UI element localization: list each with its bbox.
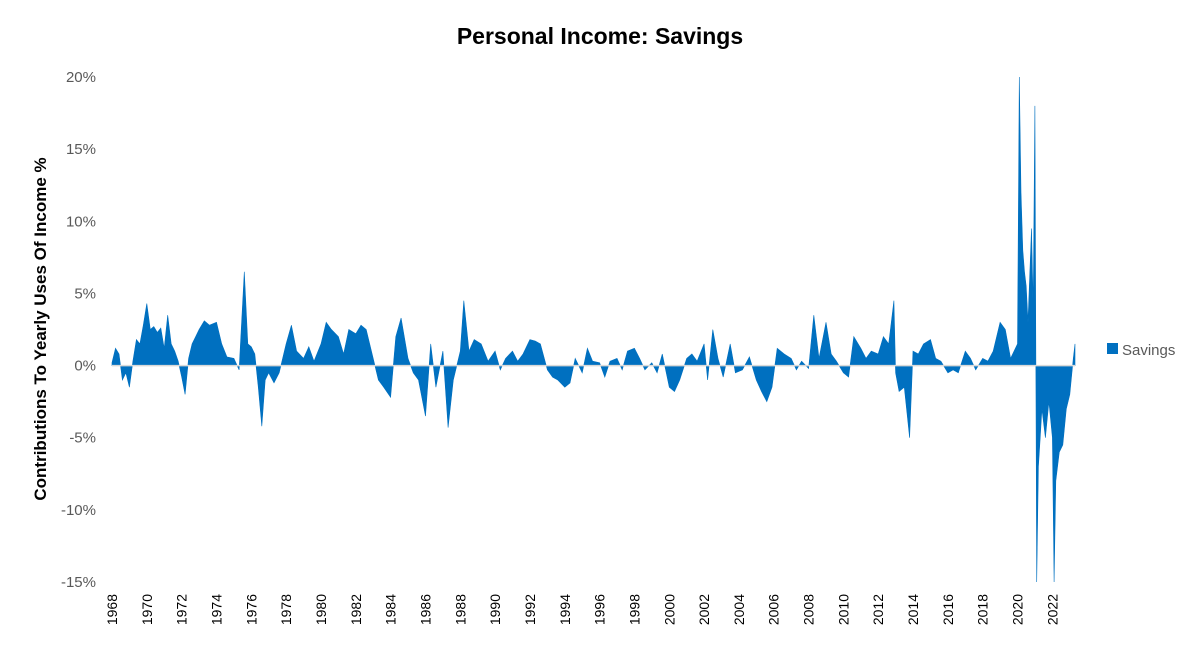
x-tick-label: 2014 xyxy=(905,594,921,625)
x-tick-label: 2018 xyxy=(975,594,991,625)
x-tick-label: 1984 xyxy=(383,594,399,625)
y-axis-label: Contributions To Yearly Uses Of Income % xyxy=(31,157,50,500)
savings-area xyxy=(111,76,1076,583)
x-tick-label: 1986 xyxy=(417,594,433,625)
x-tick-label: 1994 xyxy=(557,594,573,625)
x-tick-label: 2020 xyxy=(1010,594,1026,625)
x-tick-label: 1998 xyxy=(626,594,642,625)
x-tick-label: 1974 xyxy=(208,594,224,625)
legend-label: Savings xyxy=(1122,342,1175,359)
legend-swatch xyxy=(1107,343,1118,354)
plot-area xyxy=(111,76,1076,583)
x-tick-label: 2022 xyxy=(1044,594,1060,625)
x-tick-label: 1992 xyxy=(522,594,538,625)
x-tick-label: 1972 xyxy=(174,594,190,625)
x-tick-label: 1968 xyxy=(104,594,120,625)
x-tick-label: 2012 xyxy=(870,594,886,625)
y-tick-label: 10% xyxy=(66,213,96,230)
x-tick-label: 1988 xyxy=(452,594,468,625)
legend: Savings xyxy=(1107,342,1175,359)
y-axis-ticks: -15% -10% -5% 0% 5% 10% 15% 20% xyxy=(61,69,96,591)
y-tick-label: -15% xyxy=(61,574,96,591)
y-tick-label: -10% xyxy=(61,502,96,519)
y-tick-label: 20% xyxy=(66,69,96,86)
x-tick-label: 1978 xyxy=(278,594,294,625)
x-tick-label: 2004 xyxy=(731,594,747,625)
x-tick-label: 2016 xyxy=(940,594,956,625)
x-tick-label: 1982 xyxy=(348,594,364,625)
x-tick-label: 2006 xyxy=(766,594,782,625)
y-tick-label: 0% xyxy=(74,358,96,375)
x-tick-label: 2000 xyxy=(661,594,677,625)
y-tick-label: 15% xyxy=(66,141,96,158)
x-axis-ticks: 1968 1970 1972 1974 1976 1978 1980 1982 1984 1986… xyxy=(104,594,1060,625)
y-tick-label: -5% xyxy=(69,430,96,447)
x-tick-label: 1970 xyxy=(139,594,155,625)
x-tick-label: 2010 xyxy=(835,594,851,625)
x-tick-label: 2002 xyxy=(696,594,712,625)
x-tick-label: 1996 xyxy=(592,594,608,625)
y-tick-label: 5% xyxy=(74,285,96,302)
chart-title: Personal Income: Savings xyxy=(457,23,743,49)
x-tick-label: 1990 xyxy=(487,594,503,625)
x-tick-label: 1980 xyxy=(313,594,329,625)
x-tick-label: 2008 xyxy=(801,594,817,625)
x-tick-label: 1976 xyxy=(243,594,259,625)
